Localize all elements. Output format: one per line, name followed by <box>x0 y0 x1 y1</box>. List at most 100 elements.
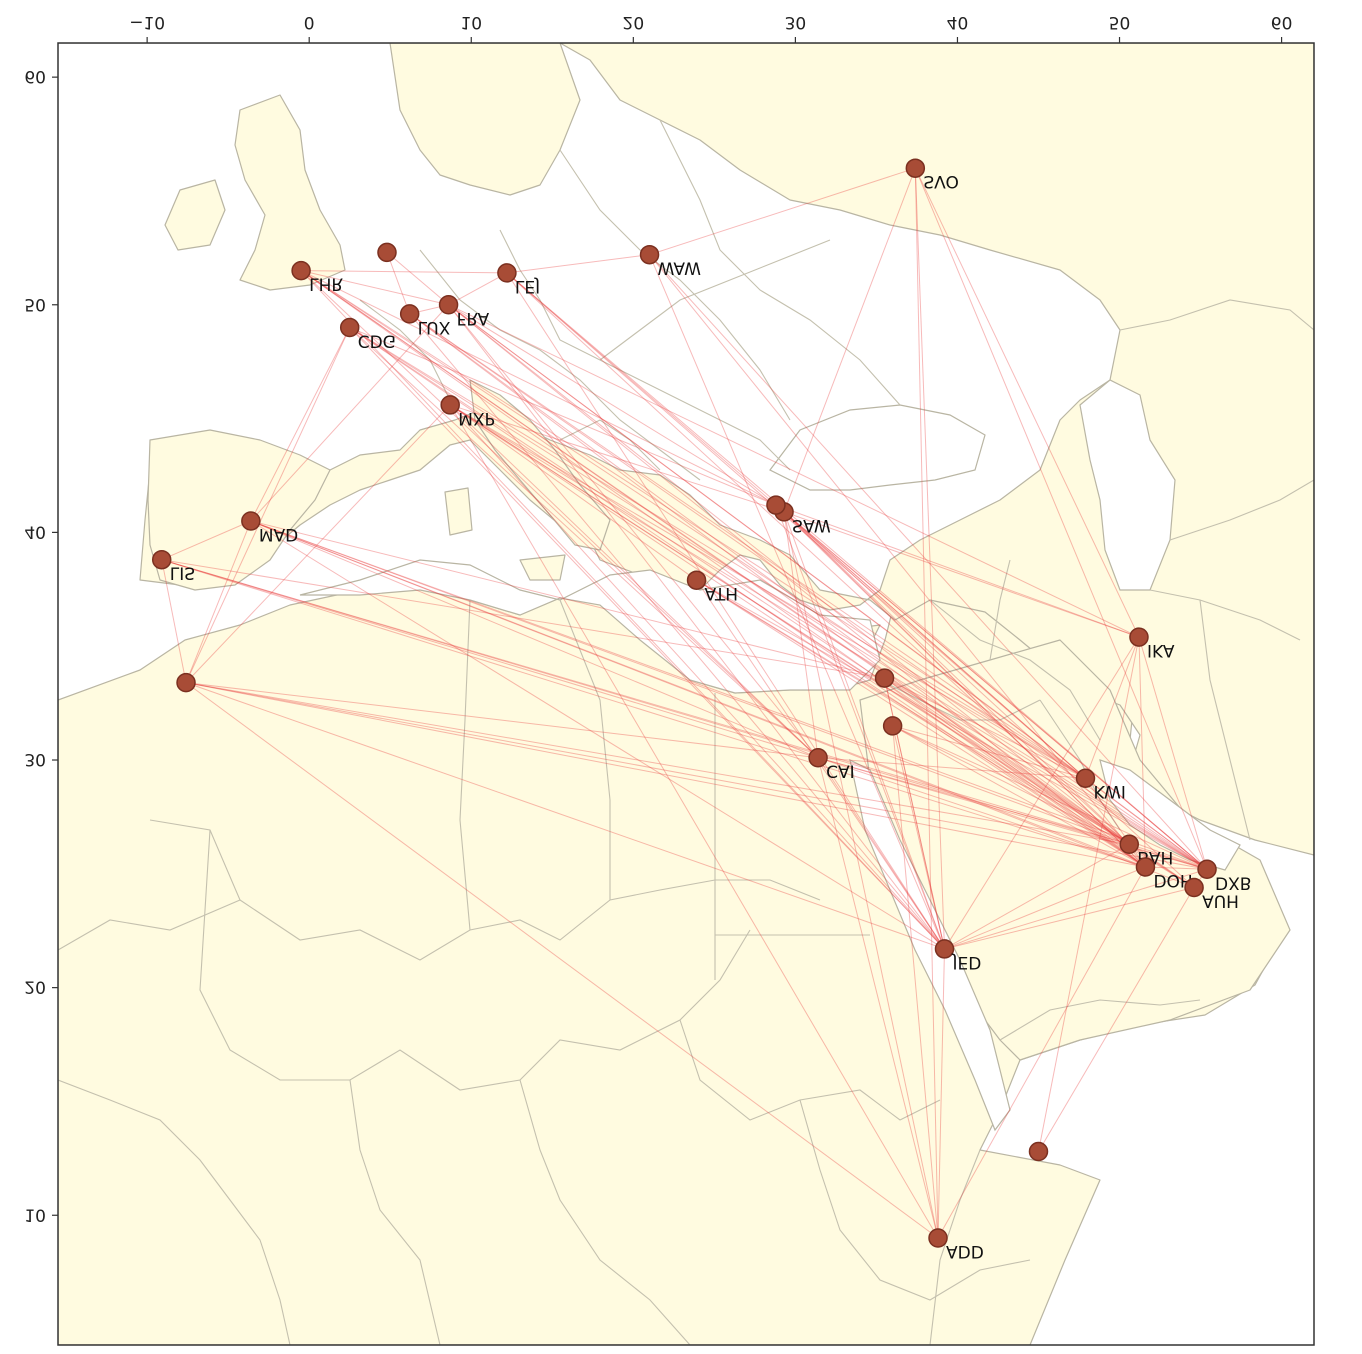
airport-unlabeled[interactable] <box>176 672 196 693</box>
airport-cai[interactable]: CAI <box>808 747 855 781</box>
route-line <box>161 559 819 759</box>
airport-mad[interactable]: MAD <box>241 511 298 544</box>
route-line <box>448 304 819 759</box>
route-line <box>185 520 252 683</box>
airport-marker[interactable] <box>1075 768 1096 788</box>
airport-auh[interactable]: AUH <box>1184 877 1239 910</box>
airport-label: LHR <box>309 274 343 294</box>
route-line <box>449 404 1086 779</box>
route-line <box>450 404 785 513</box>
airport-unlabeled[interactable] <box>766 495 786 515</box>
red-sea <box>849 758 1011 1132</box>
airport-label: CAI <box>826 761 855 781</box>
route-line <box>892 725 1208 870</box>
airport-unlabeled[interactable] <box>1028 1141 1049 1162</box>
airport-cdg[interactable]: CDG <box>339 317 396 351</box>
airport-jed[interactable]: JED <box>934 939 981 972</box>
route-line <box>937 948 945 1239</box>
airport-marker[interactable] <box>438 295 459 315</box>
route-line <box>300 270 819 759</box>
airport-lhr[interactable]: LHR <box>291 260 343 294</box>
route-line <box>250 520 1195 888</box>
route-line <box>250 520 885 679</box>
route-line <box>944 868 1208 950</box>
airport-marker[interactable] <box>176 672 196 693</box>
airport-marker[interactable] <box>440 395 460 415</box>
airport-label: WAW <box>658 258 702 278</box>
route-line <box>349 327 1146 868</box>
airport-marker[interactable] <box>928 1228 948 1248</box>
airport-marker[interactable] <box>399 304 420 324</box>
airport-marker[interactable] <box>639 244 660 265</box>
airport-marker[interactable] <box>1135 857 1156 877</box>
route-line <box>892 725 1146 868</box>
landmass-ireland <box>164 179 226 251</box>
airport-lej[interactable]: LEJ <box>497 263 540 296</box>
airport-marker[interactable] <box>377 242 397 263</box>
airport-label: IKA <box>1147 640 1175 660</box>
route-line <box>161 559 1208 870</box>
airport-marker[interactable] <box>291 260 311 281</box>
airport-marker[interactable] <box>934 939 955 959</box>
airport-marker[interactable] <box>151 549 172 570</box>
route-line <box>449 404 945 950</box>
route-line <box>1085 777 1146 868</box>
airport-marker[interactable] <box>1119 834 1139 854</box>
route-line <box>349 327 777 506</box>
airport-dxb[interactable]: DXB <box>1197 859 1251 892</box>
route-line <box>409 313 1130 845</box>
route-line <box>649 254 1208 870</box>
x-tick-label: 10 <box>460 12 482 32</box>
x-tick-label: 60 <box>1271 12 1293 32</box>
airport-marker[interactable] <box>241 511 261 531</box>
airport-add[interactable]: ADD <box>928 1228 984 1261</box>
airport-marker[interactable] <box>905 158 926 178</box>
route-line <box>1085 777 1208 870</box>
airport-label: KWI <box>1093 781 1125 801</box>
airport-label: SVO <box>923 171 959 191</box>
airport-marker[interactable] <box>1129 627 1149 647</box>
route-line <box>301 270 507 274</box>
airport-fra[interactable]: FRA <box>438 295 490 328</box>
airport-ika[interactable]: IKA <box>1129 627 1175 660</box>
airport-waw[interactable]: WAW <box>639 244 702 278</box>
airport-doh[interactable]: DOH <box>1135 857 1193 890</box>
route-line <box>250 520 1146 868</box>
airport-unlabeled[interactable] <box>377 242 397 263</box>
airport-unlabeled[interactable] <box>874 668 895 688</box>
airport-marker[interactable] <box>874 668 895 688</box>
airport-label: MXP <box>458 408 495 428</box>
route-line <box>449 404 697 581</box>
persian-gulf <box>1099 759 1241 871</box>
y-tick-label: 50 <box>24 294 46 314</box>
airport-marker[interactable] <box>766 495 786 515</box>
airport-marker[interactable] <box>497 263 517 283</box>
airport-lux[interactable]: LUX <box>399 304 451 337</box>
airport-marker[interactable] <box>686 570 707 590</box>
x-tick-label: −10 <box>129 12 165 32</box>
route-line <box>944 886 1195 950</box>
airport-marker[interactable] <box>1028 1141 1049 1162</box>
airport-kwi[interactable]: KWI <box>1075 768 1126 801</box>
route-line <box>937 866 1146 1239</box>
route-line <box>914 168 945 949</box>
airport-label: SAW <box>792 515 831 535</box>
airport-lis[interactable]: LIS <box>151 549 195 583</box>
airport-svo[interactable]: SVO <box>905 158 959 191</box>
airport-marker[interactable] <box>808 747 828 768</box>
airport-unlabeled[interactable] <box>882 716 903 736</box>
airport-marker[interactable] <box>339 317 360 338</box>
route-line <box>884 677 1086 779</box>
route-line <box>300 270 1208 870</box>
route-line <box>506 254 650 274</box>
airport-mxp[interactable]: MXP <box>440 395 495 428</box>
route-line <box>250 520 945 950</box>
route-line <box>783 511 945 950</box>
airport-ath[interactable]: ATH <box>686 570 738 603</box>
route-line <box>892 725 1086 779</box>
route-line <box>884 677 1146 868</box>
airport-marker[interactable] <box>882 716 903 736</box>
airport-marker[interactable] <box>1184 877 1204 898</box>
airport-marker[interactable] <box>1197 859 1217 880</box>
route-line <box>185 682 1146 868</box>
